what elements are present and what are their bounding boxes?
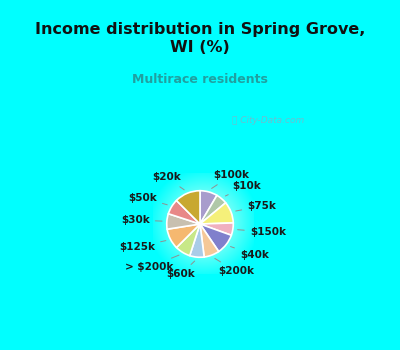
Wedge shape — [200, 203, 233, 224]
Wedge shape — [200, 224, 219, 257]
Wedge shape — [200, 191, 217, 224]
Wedge shape — [190, 224, 204, 257]
Wedge shape — [167, 224, 200, 247]
Text: $100k: $100k — [212, 170, 249, 188]
Text: $10k: $10k — [226, 181, 262, 196]
Wedge shape — [176, 224, 200, 256]
Text: > $200k: > $200k — [125, 255, 179, 272]
Text: $200k: $200k — [215, 258, 254, 276]
Text: $20k: $20k — [152, 173, 184, 190]
Text: $60k: $60k — [166, 261, 195, 279]
Text: $40k: $40k — [230, 246, 269, 260]
Text: $50k: $50k — [128, 193, 167, 205]
Text: $125k: $125k — [119, 240, 166, 252]
Wedge shape — [200, 224, 231, 252]
Text: $150k: $150k — [238, 227, 286, 237]
Wedge shape — [167, 214, 200, 229]
Wedge shape — [176, 191, 200, 224]
Text: Multirace residents: Multirace residents — [132, 73, 268, 86]
Wedge shape — [200, 223, 233, 235]
Text: ⓘ City-Data.com: ⓘ City-Data.com — [232, 116, 304, 125]
Text: Income distribution in Spring Grove,
WI (%): Income distribution in Spring Grove, WI … — [35, 22, 365, 55]
Text: $75k: $75k — [236, 201, 276, 211]
Wedge shape — [200, 195, 226, 224]
Text: $30k: $30k — [121, 215, 162, 225]
Wedge shape — [168, 201, 200, 224]
